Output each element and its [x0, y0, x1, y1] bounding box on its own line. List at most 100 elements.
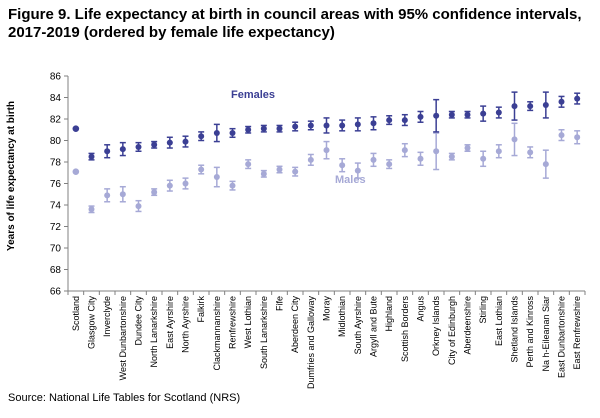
x-tick-label: Orkney Islands — [431, 296, 441, 357]
female-point — [276, 125, 283, 132]
x-tick-label: East Ayrshire — [165, 296, 175, 349]
male-point — [135, 203, 142, 210]
female-point — [88, 153, 95, 160]
y-tick-label: 66 — [50, 287, 62, 298]
male-point — [323, 147, 330, 154]
female-point — [558, 98, 565, 105]
female-point — [511, 103, 518, 110]
male-point — [213, 174, 220, 181]
male-point — [245, 161, 252, 168]
male-point — [88, 206, 95, 213]
female-point — [386, 117, 393, 124]
x-tick-label: Perth and Kinross — [525, 296, 535, 368]
female-point — [213, 129, 220, 136]
male-point — [166, 182, 173, 189]
male-point — [292, 168, 299, 175]
y-tick-label: 70 — [50, 244, 62, 255]
female-point — [119, 146, 126, 153]
female-point — [323, 122, 330, 129]
x-tick-label: Moray — [322, 296, 332, 322]
x-tick-label: City of Edinburgh — [447, 296, 457, 365]
x-tick-label: West Dunbartonshire — [118, 296, 128, 380]
y-tick-label: 84 — [50, 93, 62, 104]
series-label-males: Males — [335, 174, 366, 186]
x-tick-label: Angus — [416, 296, 426, 322]
chart-title: Figure 9. Life expectancy at birth in co… — [8, 6, 582, 41]
female-point — [433, 112, 440, 119]
female-point — [245, 126, 252, 133]
x-tick-label: Fife — [275, 296, 285, 311]
male-point — [542, 161, 549, 168]
male-point — [464, 145, 471, 152]
male-point — [495, 148, 502, 155]
x-tick-label: North Lanarkshire — [149, 296, 159, 368]
female-point — [307, 122, 314, 129]
female-point — [151, 141, 158, 148]
female-point — [574, 95, 581, 102]
x-tick-label: Clackmannanshire — [212, 296, 222, 371]
y-tick-label: 68 — [50, 265, 62, 276]
male-point — [448, 153, 455, 160]
female-point — [495, 109, 502, 116]
male-point — [260, 170, 267, 177]
female-point — [229, 129, 236, 136]
source-note: Source: National Life Tables for Scotlan… — [8, 392, 241, 404]
male-point — [511, 136, 518, 143]
x-tick-label: Renfrewshire — [228, 296, 238, 349]
female-point — [480, 110, 487, 117]
x-tick-label: Highland — [384, 296, 394, 332]
male-point — [307, 156, 314, 163]
female-point — [401, 117, 408, 124]
male-point — [574, 134, 581, 141]
x-tick-label: Aberdeenshire — [463, 296, 473, 355]
y-tick-label: 86 — [50, 72, 62, 83]
female-point — [527, 103, 534, 110]
y-axis-label: Years of life expectancy at birth — [6, 101, 17, 251]
series-label-females: Females — [231, 89, 275, 101]
x-tick-label: East Lothian — [494, 296, 504, 346]
chart-marks — [72, 91, 581, 214]
y-tick-label: 74 — [50, 201, 62, 212]
female-point — [339, 122, 346, 129]
male-point — [72, 168, 80, 175]
male-point — [276, 166, 283, 173]
x-tick-label: Dundee City — [134, 296, 144, 346]
female-point — [354, 121, 361, 128]
x-tick-label: Dumfries and Galloway — [306, 296, 316, 390]
female-point — [72, 125, 80, 132]
female-point — [448, 111, 455, 118]
x-axis: Scotland Glasgow City Inverclyde West Dunba… — [67, 290, 586, 390]
male-point — [370, 156, 377, 163]
x-tick-label: Inverclyde — [102, 296, 112, 337]
female-point — [542, 102, 549, 109]
male-point — [151, 189, 158, 196]
female-point — [292, 123, 299, 130]
male-point — [401, 147, 408, 154]
x-tick-label: Falkirk — [196, 296, 206, 323]
x-tick-label: Scotland — [71, 296, 81, 331]
male-point — [527, 149, 534, 156]
x-tick-label: Midlothian — [337, 296, 347, 337]
male-point — [119, 191, 126, 198]
male-point — [198, 166, 205, 173]
x-tick-label: North Ayrshire — [181, 296, 191, 353]
x-tick-label: West Lothian — [243, 296, 253, 348]
male-point — [558, 132, 565, 139]
female-point — [260, 125, 267, 132]
female-point — [104, 148, 111, 155]
x-tick-label: East Dunbartonshire — [557, 296, 567, 378]
y-tick-label: 72 — [50, 222, 62, 233]
male-point — [104, 192, 111, 199]
x-tick-label: Stirling — [478, 296, 488, 324]
male-point — [417, 155, 424, 162]
male-point — [182, 180, 189, 187]
female-point — [464, 111, 471, 118]
female-point — [135, 143, 142, 150]
male-point — [386, 161, 393, 168]
x-tick-label: Argyll and Bute — [369, 296, 379, 357]
x-tick-label: Shetland Islands — [510, 296, 520, 363]
x-tick-label: South Ayrshire — [353, 296, 363, 354]
x-tick-label: Na h-Eileanan Siar — [541, 296, 551, 372]
female-point — [417, 113, 424, 120]
